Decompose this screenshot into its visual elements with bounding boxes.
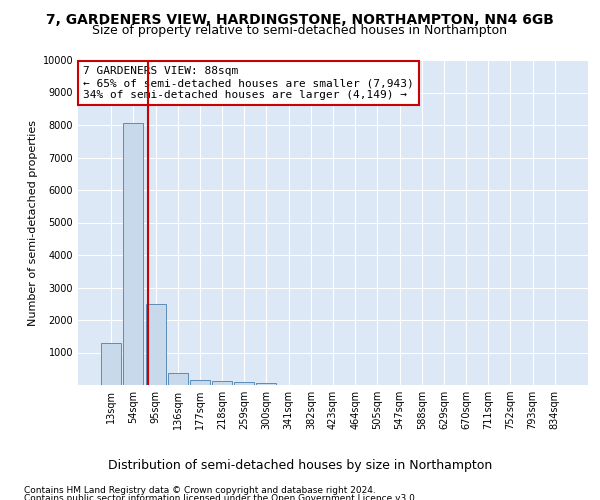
Text: Size of property relative to semi-detached houses in Northampton: Size of property relative to semi-detach… — [92, 24, 508, 37]
Bar — [101, 343, 121, 385]
Bar — [168, 373, 188, 385]
Bar — [190, 380, 210, 385]
Bar — [146, 304, 166, 385]
Bar — [212, 381, 232, 385]
Text: Contains public sector information licensed under the Open Government Licence v3: Contains public sector information licen… — [24, 494, 418, 500]
Text: 7, GARDENERS VIEW, HARDINGSTONE, NORTHAMPTON, NN4 6GB: 7, GARDENERS VIEW, HARDINGSTONE, NORTHAM… — [46, 12, 554, 26]
Text: Contains HM Land Registry data © Crown copyright and database right 2024.: Contains HM Land Registry data © Crown c… — [24, 486, 376, 495]
Bar — [234, 382, 254, 385]
Bar — [124, 124, 143, 385]
Bar — [256, 384, 277, 385]
Y-axis label: Number of semi-detached properties: Number of semi-detached properties — [28, 120, 38, 326]
Text: Distribution of semi-detached houses by size in Northampton: Distribution of semi-detached houses by … — [108, 460, 492, 472]
Text: 7 GARDENERS VIEW: 88sqm
← 65% of semi-detached houses are smaller (7,943)
34% of: 7 GARDENERS VIEW: 88sqm ← 65% of semi-de… — [83, 66, 414, 100]
